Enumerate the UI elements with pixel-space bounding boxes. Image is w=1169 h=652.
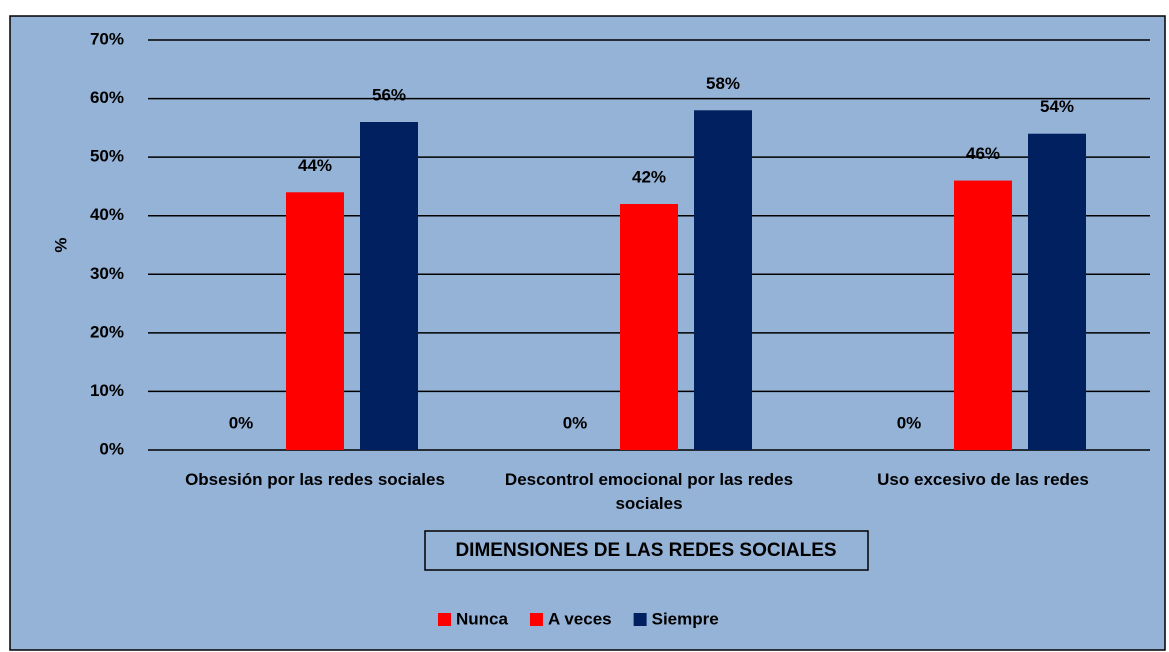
x-axis-title-box — [424, 530, 869, 571]
y-tick-label: 0% — [99, 439, 124, 458]
y-tick-label: 70% — [90, 29, 124, 48]
legend-label: Nunca — [456, 609, 509, 628]
bar — [360, 122, 418, 450]
legend-swatch — [438, 613, 451, 626]
y-axis-title: % — [51, 237, 70, 252]
legend-swatch — [529, 613, 543, 626]
bar — [1028, 133, 1086, 450]
legend-swatch — [633, 613, 647, 626]
legend-label: Siempre — [652, 609, 719, 628]
data-label: 42% — [632, 167, 666, 186]
x-axis-title: DIMENSIONES DE LAS REDES SOCIALES — [455, 540, 836, 561]
bar — [286, 192, 344, 451]
y-tick-label: 30% — [90, 264, 124, 283]
data-label: 54% — [1040, 97, 1074, 116]
data-label: 0% — [229, 413, 254, 432]
bar — [694, 110, 752, 451]
data-label: 44% — [298, 156, 332, 175]
bar — [954, 180, 1012, 451]
legend-label: A veces — [548, 609, 612, 628]
data-label: 58% — [706, 74, 740, 93]
y-tick-label: 60% — [90, 88, 124, 107]
data-label: 0% — [563, 413, 588, 432]
x-tick-label: Obsesión por las redes sociales — [185, 470, 445, 489]
x-tick-label: Descontrol emocional por las redes socia… — [504, 470, 794, 513]
y-tick-label: 50% — [90, 147, 124, 166]
y-tick-label: 40% — [90, 205, 124, 224]
data-label: 46% — [966, 144, 1000, 163]
data-label: 0% — [897, 413, 922, 432]
bar — [620, 204, 678, 450]
y-tick-label: 20% — [90, 322, 124, 341]
y-tick-label: 10% — [90, 381, 124, 400]
data-label: 56% — [372, 85, 406, 104]
x-tick-label: Uso excesivo de las redes — [877, 470, 1089, 489]
